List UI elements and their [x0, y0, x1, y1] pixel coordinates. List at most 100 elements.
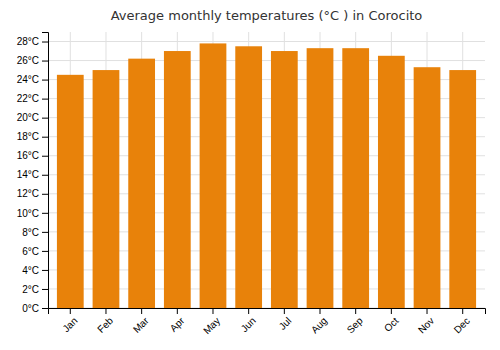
- tick-mark: [42, 213, 48, 214]
- tick-label: 24°C: [17, 74, 39, 85]
- bar: [378, 56, 405, 308]
- tick: 28°C: [17, 36, 48, 47]
- bar: [449, 70, 476, 308]
- tick: Feb: [95, 308, 115, 335]
- tick-mark: [42, 270, 48, 271]
- tick-mark: [355, 308, 356, 314]
- tick-mark: [320, 308, 321, 314]
- tick-mark: [42, 61, 48, 62]
- tick: 14°C: [17, 169, 48, 180]
- bar: [93, 70, 120, 308]
- tick-mark: [42, 175, 48, 176]
- tick: 16°C: [17, 150, 48, 161]
- tick-mark: [70, 308, 71, 314]
- grid: [48, 32, 485, 308]
- tick-label: 8°C: [22, 227, 39, 238]
- tick-mark: [248, 308, 249, 314]
- tick-label: 14°C: [17, 169, 39, 180]
- axis-line: [49, 309, 486, 315]
- tick-mark: [42, 156, 48, 157]
- tick-mark: [42, 194, 48, 195]
- tick: Apr: [168, 308, 187, 334]
- tick-label: Apr: [168, 315, 187, 334]
- tick-label: 20°C: [17, 112, 39, 123]
- tick-label: 26°C: [17, 55, 39, 66]
- tick-label: Sep: [345, 315, 366, 336]
- tick: 0°C: [22, 303, 48, 314]
- tick: 12°C: [17, 188, 48, 199]
- tick: 20°C: [17, 112, 48, 123]
- tick-mark: [42, 99, 48, 100]
- tick: 2°C: [22, 284, 48, 295]
- tick: Jul: [277, 308, 294, 332]
- grid-line: [48, 41, 485, 42]
- tick-label: Jun: [239, 315, 258, 334]
- bar: [200, 43, 227, 308]
- tick: Sep: [345, 308, 366, 335]
- tick: Jun: [239, 308, 258, 334]
- tick-label: Feb: [95, 315, 115, 335]
- tick: 6°C: [22, 246, 48, 257]
- bar: [235, 46, 262, 308]
- tick: 26°C: [17, 55, 48, 66]
- bars: [57, 43, 476, 308]
- tick-label: 12°C: [17, 188, 39, 199]
- grid-line: [48, 60, 485, 61]
- bar: [271, 51, 298, 308]
- tick-mark: [212, 308, 213, 314]
- tick-label: Oct: [382, 315, 401, 334]
- bar: [414, 67, 441, 308]
- tick-mark: [42, 251, 48, 252]
- tick-label: 16°C: [17, 150, 39, 161]
- tick: Aug: [309, 308, 329, 335]
- axis-line: [42, 33, 49, 309]
- tick-label: Nov: [416, 315, 436, 335]
- tick: 8°C: [22, 227, 48, 238]
- tick-mark: [42, 137, 48, 138]
- tick-label: 4°C: [22, 265, 39, 276]
- plot: 0°C 2°C 4°C 6°C 8°C 10°C 12°C 14°C 16°C 18°C 20°C 2…: [17, 32, 486, 336]
- tick: Dec: [452, 308, 472, 335]
- tick: 24°C: [17, 74, 48, 85]
- tick: Oct: [382, 308, 401, 334]
- bar: [307, 48, 334, 308]
- tick: 22°C: [17, 93, 48, 104]
- tick-mark: [177, 308, 178, 314]
- tick-mark: [42, 42, 48, 43]
- tick-label: Dec: [452, 315, 472, 335]
- tick: 4°C: [22, 265, 48, 276]
- tick-label: 22°C: [17, 93, 39, 104]
- title: Average monthly temperatures (°C ) in Co…: [111, 8, 423, 23]
- tick-mark: [42, 118, 48, 119]
- tick-mark: [462, 308, 463, 314]
- tick-mark: [42, 232, 48, 233]
- tick: 18°C: [17, 131, 48, 142]
- tick-label: Jul: [277, 315, 294, 332]
- tick-mark: [42, 308, 48, 309]
- tick-label: 28°C: [17, 36, 39, 47]
- tick-mark: [427, 308, 428, 314]
- tick-mark: [141, 308, 142, 314]
- tick-mark: [391, 308, 392, 314]
- tick-label: 2°C: [22, 284, 39, 295]
- tick: Jan: [60, 308, 79, 334]
- tick: 10°C: [17, 208, 48, 219]
- tick-label: May: [201, 315, 222, 336]
- chart: 0°C 2°C 4°C 6°C 8°C 10°C 12°C 14°C 16°C 18°C 20°C 2…: [0, 0, 500, 350]
- bar: [342, 48, 369, 308]
- tick-label: Aug: [309, 315, 329, 335]
- bar: [128, 59, 155, 308]
- tick: Nov: [416, 308, 436, 335]
- bar: [57, 75, 84, 308]
- y-axis: 0°C 2°C 4°C 6°C 8°C 10°C 12°C 14°C 16°C 18°C 20°C 2…: [17, 33, 49, 314]
- tick-mark: [42, 289, 48, 290]
- tick-mark: [42, 80, 48, 81]
- x-axis: Jan Feb Mar Apr May Jun Jul Aug Sep Oct Nov Dec: [49, 308, 486, 336]
- tick-mark: [284, 308, 285, 314]
- tick-label: 10°C: [17, 208, 39, 219]
- tick-label: Mar: [131, 315, 151, 335]
- tick-label: 6°C: [22, 246, 39, 257]
- tick-mark: [105, 308, 106, 314]
- tick: May: [201, 308, 222, 336]
- bar: [164, 51, 191, 308]
